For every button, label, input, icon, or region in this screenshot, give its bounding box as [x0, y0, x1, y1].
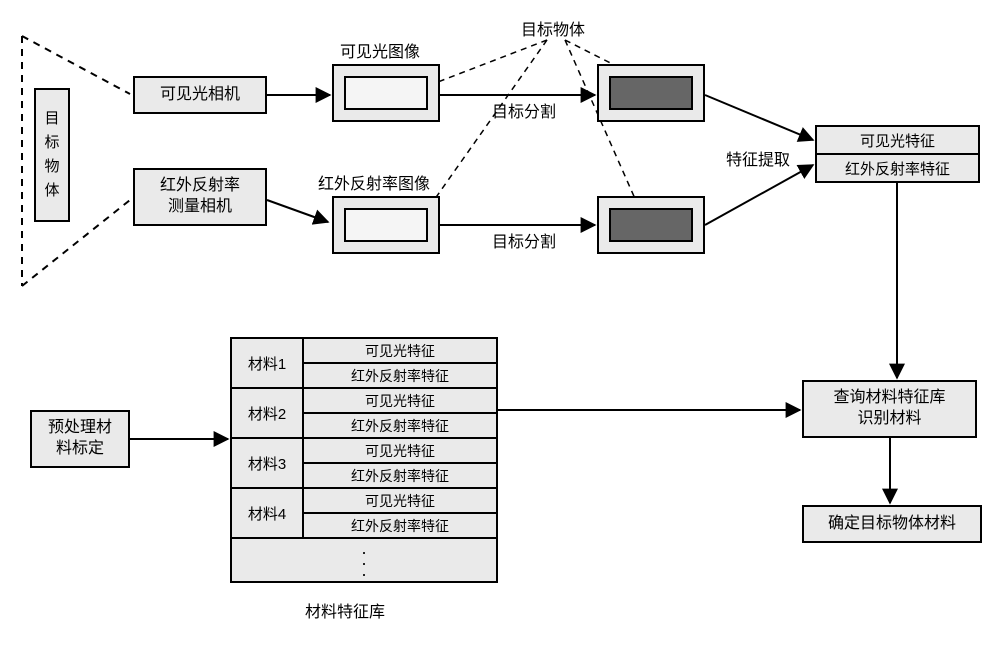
feature-stack: 可见光特征 红外反射率特征	[815, 125, 980, 183]
seg-label-2: 目标分割	[492, 228, 556, 252]
mat-ellipsis: ...	[232, 539, 496, 583]
query-box: 查询材料特征库 识别材料	[802, 380, 977, 438]
ir-image-label: 红外反射率图像	[318, 170, 430, 194]
query-label: 查询材料特征库 识别材料	[833, 388, 945, 430]
visible-seg-frame	[597, 64, 705, 122]
mat2-ir: 红外反射率特征	[304, 414, 496, 437]
visible-feature-cell: 可见光特征	[817, 127, 978, 155]
mat-row-2: 材料2 可见光特征 红外反射率特征	[232, 389, 496, 439]
seg-label-1: 目标分割	[492, 98, 556, 122]
material-library: 材料1 可见光特征 红外反射率特征 材料2 可见光特征 红外反射率特征 材料3 …	[230, 337, 498, 583]
mat4-ir: 红外反射率特征	[304, 514, 496, 537]
ir-seg-frame	[597, 196, 705, 254]
mat1-ir: 红外反射率特征	[304, 364, 496, 387]
mat-lib-title: 材料特征库	[305, 598, 385, 622]
mat4-vis: 可见光特征	[304, 489, 496, 514]
mat-row-3: 材料3 可见光特征 红外反射率特征	[232, 439, 496, 489]
preprocess-box: 预处理材 料标定	[30, 410, 130, 468]
visible-image-label: 可见光图像	[340, 38, 420, 62]
ir-camera-box: 红外反射率 测量相机	[133, 168, 267, 226]
mat3-ir: 红外反射率特征	[304, 464, 496, 487]
preprocess-label: 预处理材 料标定	[48, 418, 112, 460]
mat-row-4: 材料4 可见光特征 红外反射率特征	[232, 489, 496, 539]
mat1-label: 材料1	[232, 339, 304, 387]
target-object-box: 目 标 物 体	[34, 88, 70, 222]
target-object-label: 目 标 物 体	[44, 107, 59, 203]
mat3-label: 材料3	[232, 439, 304, 487]
mat4-label: 材料4	[232, 489, 304, 537]
determine-box: 确定目标物体材料	[802, 505, 982, 543]
mat2-vis: 可见光特征	[304, 389, 496, 414]
visible-camera-box: 可见光相机	[133, 76, 267, 114]
determine-label: 确定目标物体材料	[828, 514, 956, 535]
visible-image-inner	[344, 76, 428, 110]
visible-seg-dark	[609, 76, 693, 110]
ir-image-frame	[332, 196, 440, 254]
mat2-label: 材料2	[232, 389, 304, 437]
ir-image-inner	[344, 208, 428, 242]
target-object-top-label: 目标物体	[521, 16, 585, 40]
ir-seg-dark	[609, 208, 693, 242]
feature-extract-label: 特征提取	[726, 146, 790, 170]
mat3-vis: 可见光特征	[304, 439, 496, 464]
ir-camera-label: 红外反射率 测量相机	[160, 176, 240, 218]
mat-row-1: 材料1 可见光特征 红外反射率特征	[232, 339, 496, 389]
ir-feature-cell: 红外反射率特征	[817, 155, 978, 181]
mat1-vis: 可见光特征	[304, 339, 496, 364]
visible-camera-label: 可见光相机	[160, 85, 240, 106]
visible-image-frame	[332, 64, 440, 122]
